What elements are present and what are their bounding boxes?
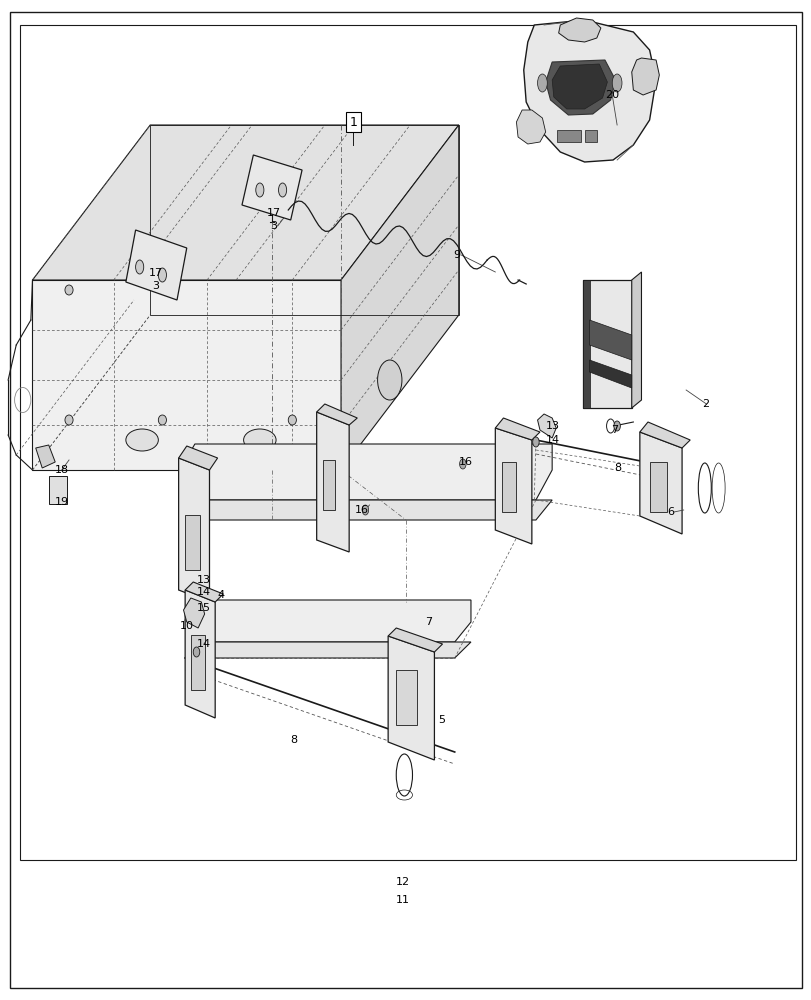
- Polygon shape: [545, 60, 615, 115]
- Polygon shape: [185, 590, 215, 718]
- Ellipse shape: [243, 429, 276, 451]
- Text: 7: 7: [425, 617, 432, 627]
- Polygon shape: [185, 642, 470, 658]
- Text: 17: 17: [148, 268, 162, 278]
- Polygon shape: [185, 582, 223, 602]
- Ellipse shape: [377, 360, 401, 400]
- Bar: [185, 515, 200, 570]
- Polygon shape: [36, 445, 55, 468]
- Ellipse shape: [459, 459, 466, 469]
- Polygon shape: [631, 58, 659, 95]
- Text: 10: 10: [180, 621, 194, 631]
- Ellipse shape: [278, 183, 286, 197]
- Ellipse shape: [135, 260, 144, 274]
- Polygon shape: [582, 280, 631, 408]
- Text: 8: 8: [613, 463, 620, 473]
- Text: 14: 14: [197, 587, 211, 597]
- Text: 11: 11: [396, 895, 410, 905]
- Text: 9: 9: [453, 250, 460, 260]
- Polygon shape: [516, 110, 545, 144]
- Ellipse shape: [65, 415, 73, 425]
- Ellipse shape: [193, 647, 200, 657]
- Polygon shape: [388, 628, 442, 652]
- Polygon shape: [242, 155, 302, 220]
- Text: 8: 8: [290, 735, 298, 745]
- Text: 18: 18: [54, 465, 68, 475]
- Text: 3: 3: [152, 281, 159, 291]
- Polygon shape: [639, 422, 689, 448]
- Polygon shape: [183, 598, 204, 628]
- Bar: [191, 635, 205, 690]
- Text: 16: 16: [458, 457, 472, 467]
- Polygon shape: [589, 320, 631, 360]
- Text: 7: 7: [610, 425, 617, 435]
- Text: 4: 4: [217, 590, 225, 600]
- Text: 2: 2: [702, 399, 709, 409]
- Text: 17: 17: [267, 208, 281, 218]
- Ellipse shape: [255, 183, 264, 197]
- Polygon shape: [495, 428, 531, 544]
- Polygon shape: [316, 404, 357, 425]
- Polygon shape: [32, 280, 341, 470]
- Ellipse shape: [158, 268, 166, 282]
- Polygon shape: [639, 432, 681, 534]
- Polygon shape: [523, 20, 655, 162]
- Bar: [396, 670, 416, 725]
- Ellipse shape: [126, 429, 158, 451]
- Polygon shape: [388, 636, 434, 760]
- Text: 14: 14: [545, 435, 559, 445]
- Ellipse shape: [611, 74, 621, 92]
- Polygon shape: [32, 125, 458, 280]
- Bar: [556, 130, 581, 142]
- Polygon shape: [589, 360, 631, 388]
- Polygon shape: [631, 272, 641, 408]
- Polygon shape: [178, 458, 209, 602]
- Text: 16: 16: [354, 505, 368, 515]
- Polygon shape: [316, 412, 349, 552]
- Ellipse shape: [362, 505, 368, 515]
- Text: 15: 15: [197, 603, 211, 613]
- Text: 19: 19: [54, 497, 68, 507]
- Text: 14: 14: [197, 639, 211, 649]
- Bar: [649, 462, 667, 512]
- Polygon shape: [178, 446, 217, 470]
- Text: 20: 20: [604, 90, 618, 100]
- Text: 6: 6: [667, 507, 674, 517]
- Text: 3: 3: [270, 221, 277, 231]
- Text: 12: 12: [396, 877, 410, 887]
- Ellipse shape: [65, 285, 73, 295]
- Polygon shape: [551, 64, 607, 109]
- Polygon shape: [185, 600, 470, 642]
- Text: 13: 13: [197, 575, 211, 585]
- Ellipse shape: [532, 437, 539, 447]
- Text: 13: 13: [545, 421, 559, 431]
- Bar: [584, 130, 596, 142]
- Polygon shape: [582, 280, 589, 408]
- Bar: [323, 460, 335, 510]
- Bar: [49, 476, 67, 504]
- Polygon shape: [495, 418, 539, 440]
- Polygon shape: [558, 18, 600, 42]
- Polygon shape: [126, 230, 187, 300]
- Text: 1: 1: [349, 116, 357, 129]
- Polygon shape: [178, 500, 551, 520]
- Ellipse shape: [288, 415, 296, 425]
- Bar: [20, 25, 795, 860]
- Ellipse shape: [158, 415, 166, 425]
- Polygon shape: [537, 414, 556, 438]
- Ellipse shape: [537, 74, 547, 92]
- Polygon shape: [178, 444, 551, 500]
- Text: 5: 5: [438, 715, 445, 725]
- Bar: [501, 462, 516, 512]
- Polygon shape: [341, 125, 458, 470]
- Ellipse shape: [613, 421, 620, 431]
